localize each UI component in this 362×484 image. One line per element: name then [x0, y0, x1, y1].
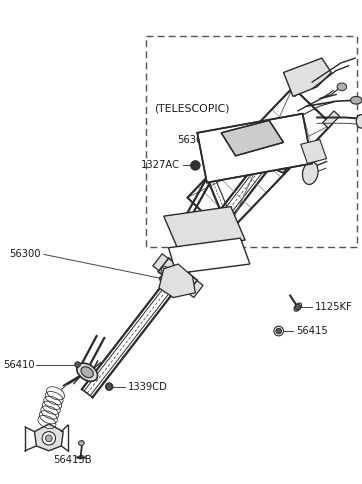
Text: 1327AC: 1327AC — [141, 160, 180, 170]
Ellipse shape — [274, 326, 283, 336]
Polygon shape — [290, 79, 306, 96]
Text: 56415B: 56415B — [54, 455, 92, 465]
Ellipse shape — [178, 221, 188, 230]
Ellipse shape — [219, 219, 224, 223]
Text: 56300: 56300 — [10, 249, 41, 259]
Text: 56300: 56300 — [177, 135, 209, 145]
Ellipse shape — [181, 223, 185, 228]
Ellipse shape — [105, 383, 113, 391]
Ellipse shape — [75, 362, 80, 367]
Ellipse shape — [173, 275, 183, 285]
Polygon shape — [221, 121, 283, 156]
Ellipse shape — [163, 269, 167, 272]
Ellipse shape — [257, 142, 276, 162]
Ellipse shape — [276, 329, 281, 333]
Ellipse shape — [216, 216, 226, 226]
Ellipse shape — [106, 384, 112, 390]
Polygon shape — [158, 258, 197, 294]
Polygon shape — [153, 254, 168, 271]
Ellipse shape — [337, 83, 347, 91]
Ellipse shape — [303, 162, 318, 184]
Ellipse shape — [276, 328, 282, 334]
Polygon shape — [169, 238, 250, 273]
Polygon shape — [250, 130, 303, 173]
Bar — [146, 36, 357, 247]
Text: (TELESCOPIC): (TELESCOPIC) — [154, 104, 230, 114]
Ellipse shape — [161, 267, 169, 274]
Text: 56410: 56410 — [3, 360, 34, 370]
Polygon shape — [283, 58, 331, 96]
Text: 56415: 56415 — [296, 326, 328, 336]
Ellipse shape — [46, 435, 52, 442]
Text: 1125KF: 1125KF — [315, 302, 353, 312]
Ellipse shape — [295, 304, 301, 310]
Ellipse shape — [190, 161, 200, 170]
Polygon shape — [188, 88, 332, 235]
Ellipse shape — [182, 283, 190, 291]
Ellipse shape — [184, 285, 188, 289]
Ellipse shape — [77, 363, 97, 381]
Ellipse shape — [79, 441, 84, 445]
Ellipse shape — [81, 367, 93, 378]
Text: 1339CD: 1339CD — [128, 381, 168, 392]
Ellipse shape — [42, 432, 55, 445]
Polygon shape — [197, 114, 312, 182]
Ellipse shape — [159, 276, 165, 282]
Polygon shape — [159, 264, 195, 298]
Ellipse shape — [356, 115, 362, 128]
Ellipse shape — [294, 303, 302, 311]
Ellipse shape — [193, 163, 198, 168]
Polygon shape — [301, 139, 327, 164]
Polygon shape — [323, 111, 340, 128]
Ellipse shape — [350, 96, 362, 104]
Ellipse shape — [250, 135, 282, 169]
Polygon shape — [164, 207, 245, 250]
Polygon shape — [188, 281, 203, 298]
Polygon shape — [34, 424, 63, 451]
Ellipse shape — [247, 136, 253, 142]
